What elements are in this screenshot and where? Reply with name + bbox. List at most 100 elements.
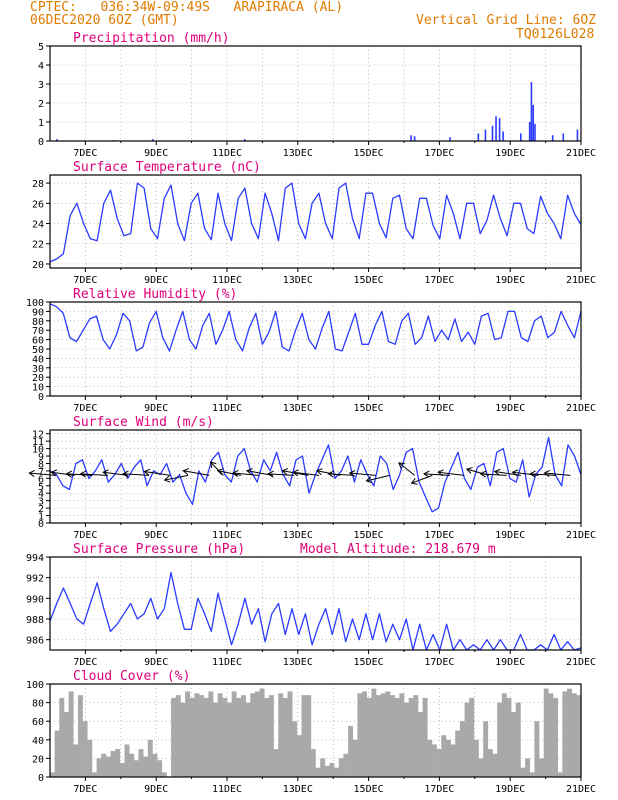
cloud-bar bbox=[171, 697, 177, 777]
cloud-bar bbox=[208, 691, 214, 777]
precip-bar bbox=[532, 104, 535, 141]
x-tick-label: 11DEC bbox=[212, 275, 242, 286]
y-tick-label: 8 bbox=[38, 459, 44, 470]
y-tick-label: 80 bbox=[32, 699, 44, 710]
cloud-bar bbox=[245, 702, 251, 777]
precip-bar bbox=[484, 129, 487, 141]
cloud-bar bbox=[427, 739, 433, 777]
precip-bar bbox=[410, 135, 412, 141]
y-tick-label: 3 bbox=[38, 80, 44, 91]
precip-bar bbox=[534, 123, 536, 141]
wind-vector-head bbox=[209, 461, 217, 469]
wind-vector bbox=[398, 462, 415, 476]
cloud-bar bbox=[422, 697, 428, 777]
cloud-bar bbox=[59, 697, 65, 777]
cloud-bar bbox=[315, 767, 321, 777]
panel-title: Surface Wind (m/s) bbox=[73, 415, 214, 430]
y-tick-label: 3 bbox=[38, 497, 44, 508]
cloud-bar bbox=[282, 697, 288, 777]
wind-vector bbox=[210, 461, 224, 476]
x-tick-label: 17DEC bbox=[424, 275, 454, 286]
cloud-bar bbox=[371, 688, 377, 777]
cloud-bar bbox=[227, 702, 232, 777]
x-tick-label: 7DEC bbox=[73, 275, 97, 286]
y-tick-label: 986 bbox=[26, 636, 44, 647]
wind-vector bbox=[80, 473, 107, 476]
cloud-bar bbox=[278, 693, 284, 777]
y-tick-label: 1 bbox=[38, 512, 44, 523]
cloud-bar bbox=[394, 697, 400, 777]
cloud-bar bbox=[408, 697, 414, 777]
x-tick-label: 19DEC bbox=[495, 784, 525, 795]
wind-vector-head bbox=[143, 468, 151, 476]
header-date: 06DEC2020 6OZ (GMT) bbox=[30, 13, 179, 28]
y-tick-label: 90 bbox=[32, 307, 44, 318]
cloud-bar bbox=[292, 721, 298, 777]
y-tick-label: 60 bbox=[32, 336, 44, 347]
x-tick-label: 9DEC bbox=[144, 530, 168, 541]
y-tick-label: 60 bbox=[32, 717, 44, 728]
cloud-bar bbox=[199, 695, 205, 777]
wind-vector-head bbox=[479, 470, 487, 478]
cloud-bar bbox=[175, 695, 181, 777]
cloud-bar bbox=[450, 744, 456, 777]
x-tick-label: 13DEC bbox=[283, 275, 313, 286]
cloud-bar bbox=[87, 739, 93, 777]
precip-bar bbox=[562, 133, 565, 141]
x-tick-label: 9DEC bbox=[144, 657, 168, 668]
cloud-bar bbox=[50, 772, 55, 777]
cloud-bar bbox=[329, 763, 335, 777]
header-location: CPTEC: 036:34W-09:49S ARAPIRACA (AL) bbox=[30, 0, 344, 15]
cloud-bar bbox=[501, 693, 507, 777]
x-tick-label: 11DEC bbox=[212, 530, 242, 541]
y-tick-label: 1 bbox=[38, 118, 44, 129]
wind-vector-head bbox=[122, 470, 129, 478]
cloud-bar bbox=[180, 702, 186, 777]
cloud-bar bbox=[138, 749, 144, 777]
cloud-bar bbox=[357, 693, 363, 777]
x-tick-label: 19DEC bbox=[495, 148, 525, 159]
wind-vector-head bbox=[182, 468, 190, 476]
x-tick-label: 9DEC bbox=[144, 148, 168, 159]
cloud-bar bbox=[417, 711, 423, 777]
wind-vector bbox=[423, 473, 451, 476]
cloud-bar bbox=[366, 697, 372, 777]
cloud-bar bbox=[497, 702, 503, 777]
cloud-bar bbox=[445, 739, 451, 777]
series-line bbox=[49, 303, 582, 352]
panel-frame bbox=[49, 683, 582, 778]
cloud-bar bbox=[385, 691, 391, 777]
y-tick-label: 2 bbox=[38, 504, 44, 515]
cloud-bar bbox=[520, 767, 526, 777]
x-tick-label: 15DEC bbox=[354, 403, 384, 414]
precip-bar bbox=[413, 136, 416, 141]
cloud-bar bbox=[562, 691, 568, 777]
x-tick-label: 13DEC bbox=[283, 148, 313, 159]
y-tick-label: 100 bbox=[26, 680, 44, 691]
cloud-bar bbox=[296, 735, 302, 777]
x-tick-label: 11DEC bbox=[212, 657, 242, 668]
precip-bar bbox=[502, 131, 504, 141]
cloud-bar bbox=[105, 756, 111, 777]
y-tick-label: 0 bbox=[38, 137, 44, 148]
wind-vector-head bbox=[50, 469, 58, 477]
cloud-bar bbox=[455, 730, 461, 777]
wind-vector-head bbox=[437, 469, 444, 477]
precip-bar bbox=[576, 129, 579, 141]
panel-frame bbox=[49, 301, 582, 397]
cloud-bar bbox=[492, 753, 498, 777]
header-grid-note: Vertical Grid Line: 6OZ bbox=[416, 13, 597, 28]
cloud-bar bbox=[96, 758, 102, 777]
cloud-bar bbox=[380, 693, 386, 777]
panel-title: Relative Humidity (%) bbox=[73, 287, 237, 302]
x-tick-label: 11DEC bbox=[212, 403, 242, 414]
wind-vector bbox=[29, 472, 56, 476]
wind-vector bbox=[268, 473, 295, 476]
wind-vector-head bbox=[410, 478, 418, 485]
cloud-bar bbox=[82, 721, 88, 777]
x-tick-label: 11DEC bbox=[212, 784, 242, 795]
y-tick-label: 10 bbox=[32, 383, 44, 394]
cloud-bar bbox=[483, 721, 489, 777]
x-tick-label: 21DEC bbox=[566, 148, 596, 159]
wind-vector bbox=[366, 474, 390, 482]
